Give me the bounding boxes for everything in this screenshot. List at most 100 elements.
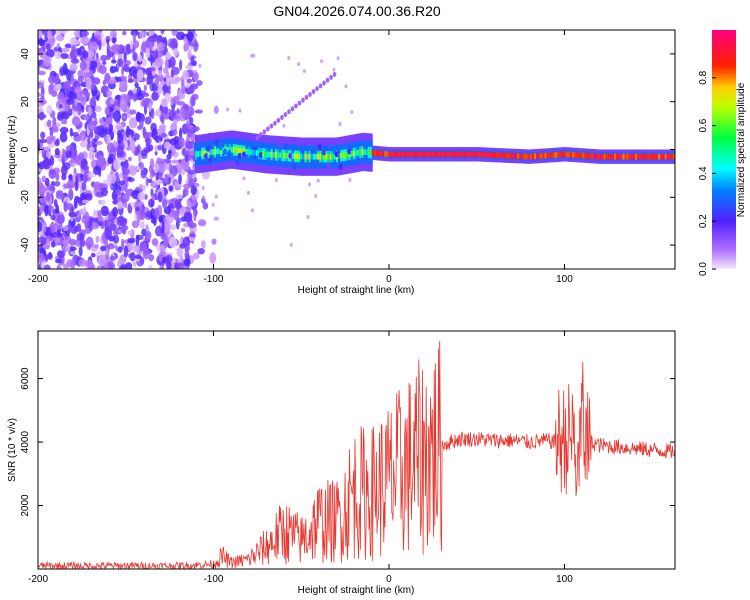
heatmap-cell [58,104,63,109]
heatmap-cell [119,264,128,269]
snr-x-tick-label: -200 [28,574,48,585]
colorbar-tick-label: 0.6 [698,118,709,132]
heatmap-cell [158,163,167,173]
spectrogram-y-label: Frequency (Hz) [7,116,18,185]
heatmap-cell [188,194,197,207]
heatmap-cell [138,152,142,164]
heatmap-cell [613,153,617,160]
heatmap-cell [331,153,335,160]
heatmap-cell [630,153,634,160]
colorbar-label: Normalized spectral amplitude [736,82,747,217]
heatmap-cell [45,191,51,202]
heatmap-cell [464,151,468,158]
heatmap-cell [84,193,93,201]
heatmap-cell [54,180,61,187]
heatmap-cell [117,246,123,253]
heatmap-cell [660,153,664,160]
heatmap-cell [81,50,89,59]
heatmap-cell [420,151,424,158]
heatmap-cell [127,230,133,235]
heatmap-cell [49,135,56,141]
heatmap-cell [124,168,131,175]
colorbar: 0.0 0.2 0.4 0.6 0.8 Normalized spectral ampl… [698,30,747,276]
heatmap-cell [87,106,93,117]
heatmap-cell [111,59,117,64]
heatmap-cell [447,151,451,158]
heatmap-cell [39,204,44,214]
heatmap-cell [506,152,510,159]
heatmap-cell [365,149,369,156]
heatmap-cell [84,259,94,267]
heatmap-cell [253,149,257,156]
heatmap-cell [87,120,96,132]
heatmap-cell [48,168,57,180]
heatmap-cell [186,120,190,131]
heatmap-cell [109,30,118,38]
heatmap-cell [197,151,201,157]
heatmap-cell [266,126,270,132]
heatmap-cell [59,126,69,134]
heatmap-cell [187,169,197,175]
heatmap-cell [183,211,191,219]
heatmap-cell [371,149,375,156]
heatmap-cell [342,152,346,159]
heatmap-cell [98,40,102,51]
heatmap-cell [130,141,136,154]
heatmap-cell [350,110,354,115]
heatmap-cell [56,232,63,238]
heatmap-cell [55,193,65,200]
heatmap-cell [164,174,169,184]
heatmap-cell [168,109,177,119]
heatmap-cell [104,106,110,116]
heatmap-cell [344,84,348,89]
heatmap-cell [308,92,312,98]
heatmap-cell [479,151,483,158]
heatmap-cell [542,152,546,159]
heatmap-cell [177,217,182,224]
heatmap-cell [392,151,396,158]
heatmap-cell [588,153,592,159]
heatmap-cell [109,255,116,261]
heatmap-cell [139,161,145,170]
heatmap-cell [323,153,327,160]
heatmap-cell [653,153,657,160]
heatmap-cell [262,129,267,135]
heatmap-cell [637,153,641,160]
heatmap-cell [297,100,302,106]
heatmap-cell [199,150,203,157]
heatmap-cell [139,256,144,265]
heatmap-cell [209,252,217,264]
heatmap-cell [188,116,194,124]
heatmap-cell [336,56,340,61]
heatmap-cell [90,217,100,223]
heatmap-cell [50,214,56,221]
heatmap-cell [176,247,184,257]
heatmap-cell [171,159,180,164]
heatmap-cell [99,64,107,75]
heatmap-cell [55,34,65,42]
heatmap-cell [601,153,605,160]
heatmap-cell [127,78,133,83]
heatmap-cell [485,151,489,158]
heatmap-cell [95,140,103,146]
heatmap-cell [301,97,305,103]
heatmap-cell [148,198,155,208]
heatmap-cell [178,127,183,140]
snr-y-label: SNR (10 * v/v) [7,418,18,482]
heatmap-cell [154,57,164,67]
heatmap-cell [148,30,155,37]
heatmap-cell [645,153,649,160]
heatmap-cell [318,83,323,89]
heatmap-cell [56,214,65,225]
heatmap-cell [106,89,113,98]
snr-x-tick-label: 0 [386,574,392,585]
heatmap-cell [158,253,163,263]
heatmap-cell [140,169,147,179]
heatmap-cell [141,204,145,212]
heatmap-cell [306,215,310,220]
heatmap-cell [55,258,62,264]
heatmap-cell [439,151,443,158]
heatmap-cell [384,151,388,157]
heatmap-cell [175,31,185,41]
